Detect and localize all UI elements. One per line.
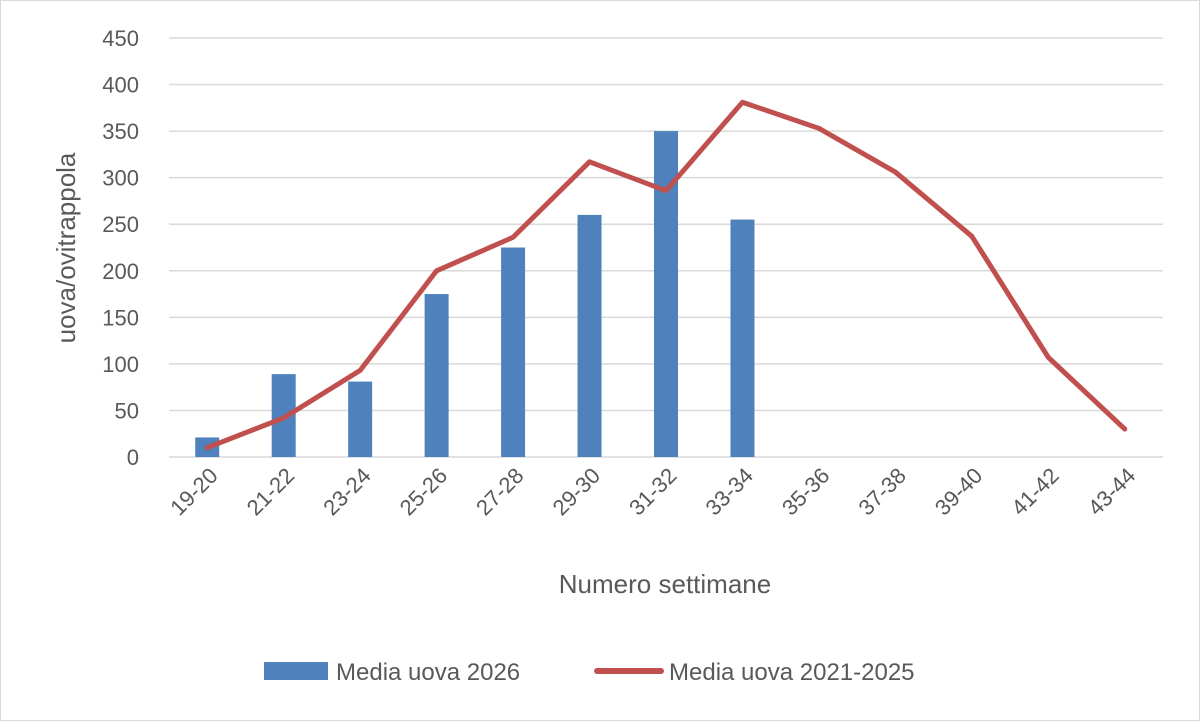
legend-label-line: Media uova 2021-2025 <box>669 659 915 686</box>
x-tick-label: 37-38 <box>853 463 910 520</box>
x-axis-tick-labels: 19-20 21-22 23-24 25-26 27-28 29-30 31-32 33-34… <box>165 463 1140 520</box>
x-tick-label: 35-36 <box>777 463 834 520</box>
x-tick-label: 31-32 <box>624 463 681 520</box>
line-series <box>204 99 1128 451</box>
x-tick-label: 23-24 <box>318 463 375 520</box>
legend-label-bar: Media uova 2026 <box>336 659 520 686</box>
y-axis-title: uova/ovitrappola <box>51 152 81 343</box>
x-tick-label: 29-30 <box>548 463 605 520</box>
x-tick-label: 19-20 <box>165 463 222 520</box>
y-tick-label: 400 <box>102 73 139 98</box>
x-tick-label: 41-42 <box>1006 463 1063 520</box>
legend-swatch-bar <box>264 662 328 680</box>
bar-27-28 <box>501 247 526 457</box>
y-tick-label: 0 <box>127 445 139 470</box>
x-tick-label: 25-26 <box>395 463 452 520</box>
y-tick-label: 250 <box>102 212 139 237</box>
y-tick-label: 350 <box>102 119 139 144</box>
bar-29-30 <box>577 214 602 457</box>
bar-series <box>195 131 755 457</box>
y-tick-label: 100 <box>102 352 139 377</box>
x-tick-label: 39-40 <box>930 463 987 520</box>
x-axis-title: Numero settimane <box>559 569 771 599</box>
y-tick-label: 450 <box>102 26 139 51</box>
y-tick-label: 300 <box>102 166 139 191</box>
x-tick-label: 43-44 <box>1083 463 1140 520</box>
y-tick-label: 50 <box>115 398 139 423</box>
bar-23-24 <box>348 381 373 457</box>
bar-25-26 <box>424 294 449 457</box>
x-tick-label: 27-28 <box>471 463 528 520</box>
bar-33-34 <box>730 219 755 457</box>
y-tick-label: 200 <box>102 259 139 284</box>
x-tick-label: 21-22 <box>242 463 299 520</box>
y-tick-label: 150 <box>102 305 139 330</box>
x-tick-label: 33-34 <box>701 463 758 520</box>
legend: Media uova 2026 Media uova 2021-2025 <box>264 659 915 686</box>
y-axis-tick-labels: 0 50 100 150 200 250 300 350 400 450 <box>102 26 139 470</box>
